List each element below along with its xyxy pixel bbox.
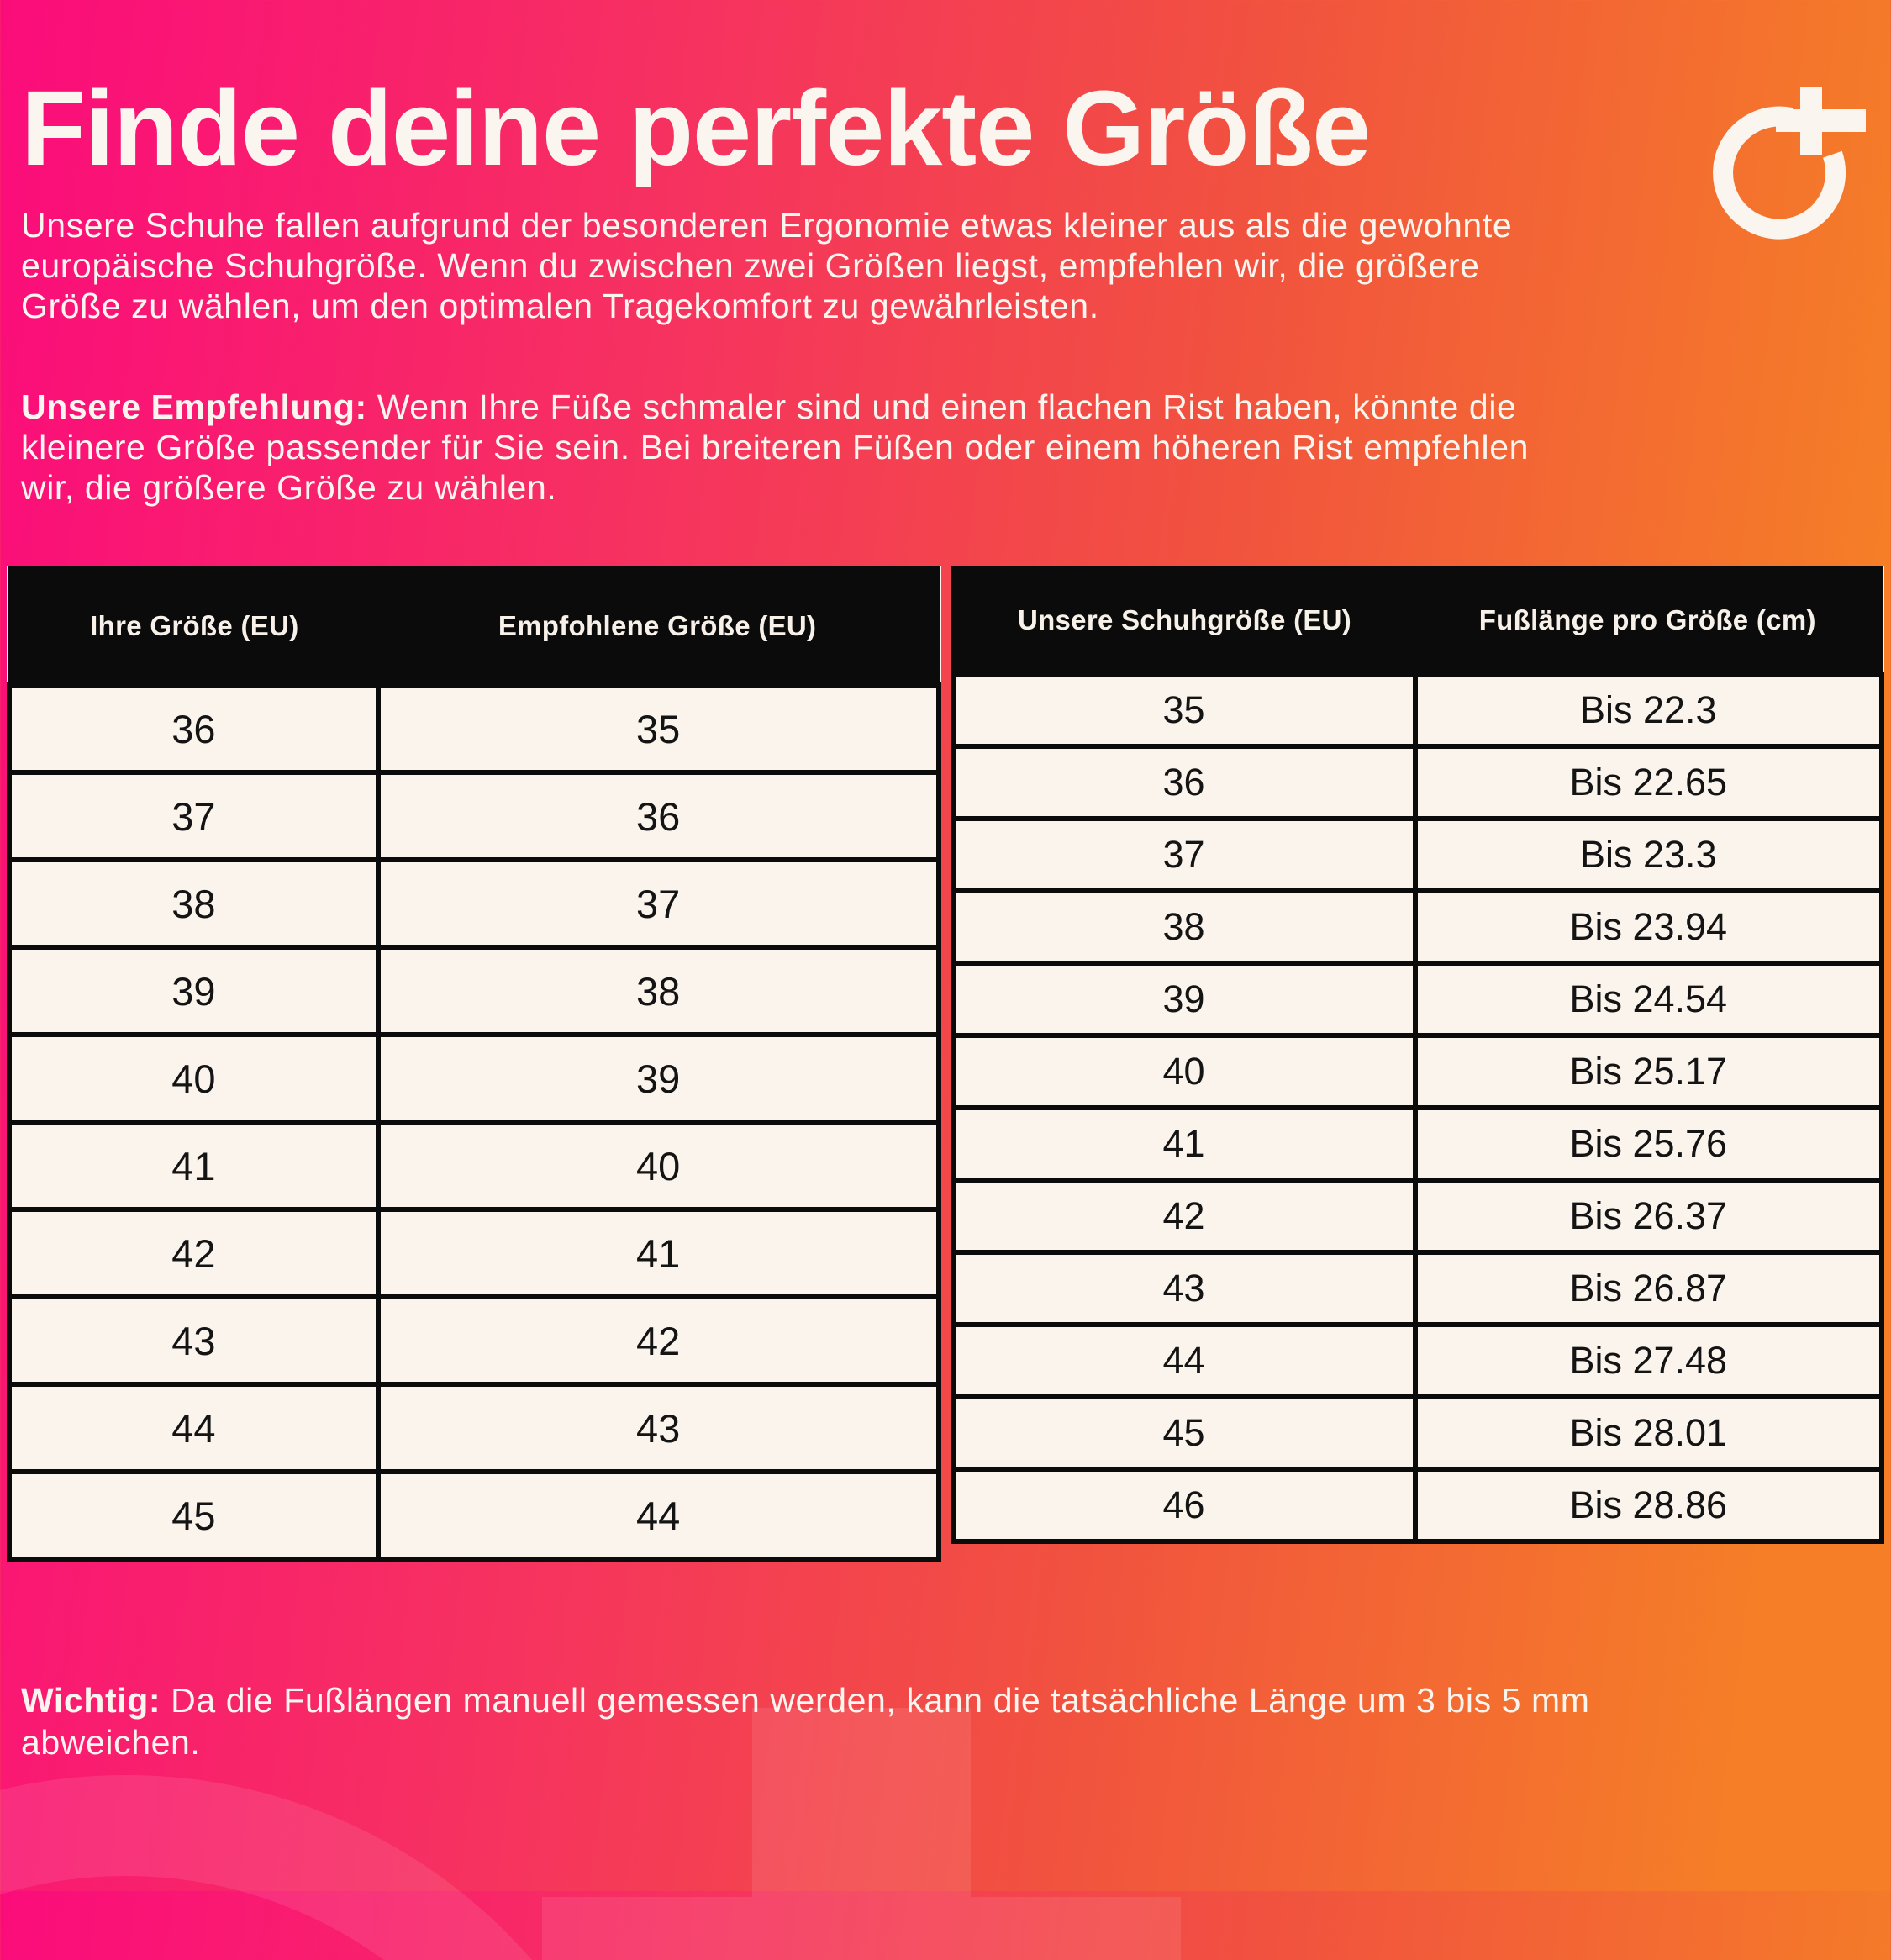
table-row: 37 Bis 23.3 xyxy=(950,816,1885,893)
table-header-row: Unsere Schuhgröße (EU) Fußlänge pro Größ… xyxy=(952,567,1882,674)
table-cell: Bis 26.37 xyxy=(1412,1178,1885,1255)
intro-line: Größe zu wählen, um den optimalen Tragek… xyxy=(21,287,1099,325)
column-header-recommended-size: Empfohlene Größe (EU) xyxy=(377,567,939,685)
table-cell: 42 xyxy=(375,1294,941,1387)
table-row: 42 41 xyxy=(7,1207,941,1299)
table-cell: Bis 22.3 xyxy=(1412,672,1885,749)
recommendation-label: Unsere Empfehlung: xyxy=(21,387,367,426)
table-cell: Bis 28.01 xyxy=(1412,1394,1885,1472)
table-row: 40 39 xyxy=(7,1032,941,1125)
table-row: 45 Bis 28.01 xyxy=(950,1394,1885,1472)
size-conversion-table-body: 36 35 37 36 38 37 39 38 40 39 41 40 42 41 43 42 44 43 45 44 xyxy=(7,682,941,1562)
table-cell: 44 xyxy=(375,1469,941,1562)
table-row: 43 Bis 26.87 xyxy=(950,1250,1885,1327)
table-cell: 40 xyxy=(7,1032,381,1125)
table-cell: 39 xyxy=(7,945,381,1037)
table-cell: Bis 26.87 xyxy=(1412,1250,1885,1327)
table-row: 41 40 xyxy=(7,1120,941,1212)
table-row: 39 38 xyxy=(7,945,941,1037)
recommendation-paragraph: Unsere Empfehlung: Wenn Ihre Füße schmal… xyxy=(21,387,1870,508)
column-header-our-shoe-size: Unsere Schuhgröße (EU) xyxy=(952,567,1415,674)
column-header-your-size: Ihre Größe (EU) xyxy=(9,567,378,685)
table-cell: 43 xyxy=(950,1250,1418,1327)
table-cell: 38 xyxy=(950,888,1418,966)
table-cell: 40 xyxy=(375,1120,941,1212)
table-cell: 42 xyxy=(950,1178,1418,1255)
table-cell: 45 xyxy=(7,1469,381,1562)
table-cell: 36 xyxy=(7,682,381,775)
size-conversion-table: Ihre Größe (EU) Empfohlene Größe (EU) 36… xyxy=(7,566,941,1562)
size-guide-page: { "brand": { "logo_icon": "circle-plus-l… xyxy=(0,69,1891,1960)
table-row: 46 Bis 28.86 xyxy=(950,1467,1885,1544)
table-cell: Bis 22.65 xyxy=(1412,744,1885,821)
table-cell: 41 xyxy=(950,1105,1418,1183)
table-row: 40 Bis 25.17 xyxy=(950,1033,1885,1110)
table-cell: 42 xyxy=(7,1207,381,1299)
recommendation-text: Wenn Ihre Füße schmaler sind und einen f… xyxy=(366,387,1517,426)
table-row: 36 Bis 22.65 xyxy=(950,744,1885,821)
table-cell: Bis 23.94 xyxy=(1412,888,1885,966)
circle-plus-logo-icon xyxy=(1713,87,1866,240)
table-cell: Bis 28.86 xyxy=(1412,1467,1885,1544)
table-cell: Bis 27.48 xyxy=(1412,1322,1885,1399)
table-cell: Bis 24.54 xyxy=(1412,961,1885,1038)
table-row: 35 Bis 22.3 xyxy=(950,672,1885,749)
table-cell: 37 xyxy=(7,770,381,862)
table-cell: Bis 25.17 xyxy=(1412,1033,1885,1110)
intro-paragraph: Unsere Schuhe fallen aufgrund der besond… xyxy=(21,205,1870,326)
table-cell: Bis 23.3 xyxy=(1412,816,1885,893)
table-header-row: Ihre Größe (EU) Empfohlene Größe (EU) xyxy=(9,567,939,685)
table-row: 38 37 xyxy=(7,857,941,950)
table-cell: 39 xyxy=(375,1032,941,1125)
page-title: Finde deine perfekte Größe xyxy=(21,69,1371,187)
table-cell: 35 xyxy=(950,672,1418,749)
table-cell: 41 xyxy=(375,1207,941,1299)
table-cell: 43 xyxy=(375,1382,941,1474)
table-row: 44 43 xyxy=(7,1382,941,1474)
important-note-text: Da die Fußlängen manuell gemessen werden… xyxy=(161,1681,1590,1720)
table-cell: 35 xyxy=(375,682,941,775)
table-row: 45 44 xyxy=(7,1469,941,1562)
table-cell: Bis 25.76 xyxy=(1412,1105,1885,1183)
table-cell: 45 xyxy=(950,1394,1418,1472)
table-cell: 43 xyxy=(7,1294,381,1387)
important-note-line: Wichtig: Da die Fußlängen manuell gemess… xyxy=(21,1679,1870,1721)
table-cell: 46 xyxy=(950,1467,1418,1544)
important-note-line: abweichen. xyxy=(21,1723,201,1762)
table-cell: 44 xyxy=(7,1382,381,1474)
table-cell: 38 xyxy=(375,945,941,1037)
table-cell: 36 xyxy=(950,744,1418,821)
recommendation-line: kleinere Größe passender für Sie sein. B… xyxy=(21,428,1530,466)
table-row: 42 Bis 26.37 xyxy=(950,1178,1885,1255)
table-cell: 41 xyxy=(7,1120,381,1212)
foot-length-table: Unsere Schuhgröße (EU) Fußlänge pro Größ… xyxy=(950,566,1885,1544)
table-cell: 38 xyxy=(7,857,381,950)
table-row: 43 42 xyxy=(7,1294,941,1387)
table-cell: 36 xyxy=(375,770,941,862)
size-tables: Ihre Größe (EU) Empfohlene Größe (EU) 36… xyxy=(7,566,1885,1562)
table-cell: 37 xyxy=(950,816,1418,893)
table-row: 39 Bis 24.54 xyxy=(950,961,1885,1038)
table-cell: 44 xyxy=(950,1322,1418,1399)
intro-line: europäische Schuhgröße. Wenn du zwischen… xyxy=(21,246,1480,285)
foot-length-table-body: 35 Bis 22.3 36 Bis 22.65 37 Bis 23.3 38 Bis 23.… xyxy=(950,672,1885,1544)
intro-line: Unsere Schuhe fallen aufgrund der besond… xyxy=(21,206,1513,245)
table-cell: 37 xyxy=(375,857,941,950)
table-row: 38 Bis 23.94 xyxy=(950,888,1885,966)
table-cell: 40 xyxy=(950,1033,1418,1110)
recommendation-line: wir, die größere Größe zu wählen. xyxy=(21,468,557,507)
table-row: 36 35 xyxy=(7,682,941,775)
table-row: 37 36 xyxy=(7,770,941,862)
table-row: 44 Bis 27.48 xyxy=(950,1322,1885,1399)
table-row: 41 Bis 25.76 xyxy=(950,1105,1885,1183)
table-cell: 39 xyxy=(950,961,1418,1038)
column-header-foot-length: Fußlänge pro Größe (cm) xyxy=(1414,567,1882,674)
important-note: Wichtig: Da die Fußlängen manuell gemess… xyxy=(21,1679,1870,1763)
important-note-label: Wichtig: xyxy=(21,1681,161,1720)
recommendation-line: Unsere Empfehlung: Wenn Ihre Füße schmal… xyxy=(21,387,1870,427)
